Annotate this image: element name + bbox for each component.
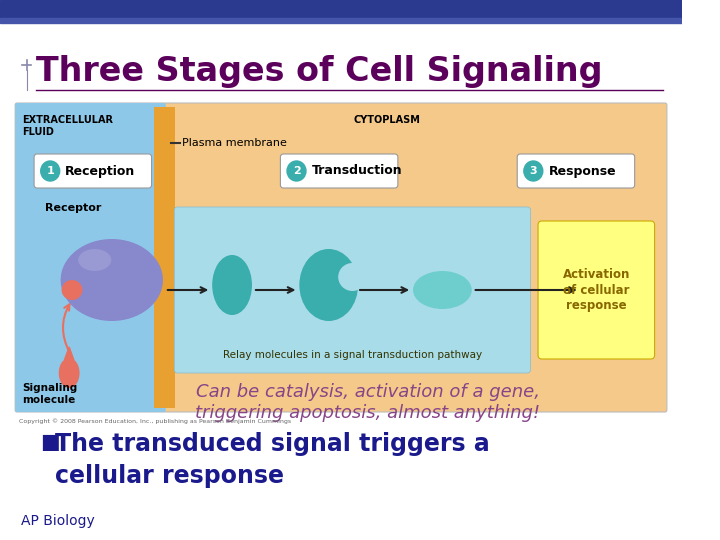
Text: Transduction: Transduction: [312, 165, 402, 178]
Text: AP Biology: AP Biology: [21, 514, 94, 528]
Text: Reception: Reception: [66, 165, 135, 178]
Text: Relay molecules in a signal transduction pathway: Relay molecules in a signal transduction…: [222, 350, 482, 360]
Text: The transduced signal triggers a
cellular response: The transduced signal triggers a cellula…: [55, 432, 490, 488]
Bar: [154, 107, 175, 408]
FancyBboxPatch shape: [34, 154, 152, 188]
FancyBboxPatch shape: [517, 154, 635, 188]
Text: 3: 3: [529, 166, 537, 176]
FancyBboxPatch shape: [280, 154, 398, 188]
Text: ■: ■: [40, 432, 60, 452]
Circle shape: [287, 161, 306, 181]
Ellipse shape: [413, 271, 472, 309]
FancyBboxPatch shape: [538, 221, 654, 359]
FancyBboxPatch shape: [174, 207, 531, 373]
Polygon shape: [64, 347, 74, 360]
Ellipse shape: [78, 249, 112, 271]
Text: Response: Response: [549, 165, 616, 178]
Text: 2: 2: [292, 166, 300, 176]
Ellipse shape: [62, 280, 82, 300]
Ellipse shape: [60, 239, 163, 321]
Text: 1: 1: [46, 166, 54, 176]
Text: Copyright © 2008 Pearson Education, Inc., publishing as Pearson Benjamin Cumming: Copyright © 2008 Pearson Education, Inc.…: [19, 418, 291, 424]
Text: Activation
of cellular
response: Activation of cellular response: [562, 268, 630, 312]
Text: Signaling
molecule: Signaling molecule: [22, 383, 77, 404]
Text: EXTRACELLULAR
FLUID: EXTRACELLULAR FLUID: [22, 115, 113, 137]
Circle shape: [524, 161, 543, 181]
Ellipse shape: [59, 358, 80, 388]
FancyBboxPatch shape: [15, 103, 667, 412]
Circle shape: [41, 161, 60, 181]
Text: Three Stages of Cell Signaling: Three Stages of Cell Signaling: [36, 55, 603, 88]
FancyBboxPatch shape: [15, 103, 166, 412]
Ellipse shape: [300, 249, 358, 321]
Text: Can be catalysis, activation of a gene,
triggering apoptosis, almost anything!: Can be catalysis, activation of a gene, …: [195, 383, 540, 422]
Ellipse shape: [212, 255, 252, 315]
Text: CYTOPLASM: CYTOPLASM: [354, 115, 420, 125]
Bar: [0, 18, 682, 23]
Text: Receptor: Receptor: [45, 203, 102, 213]
Text: Plasma membrane: Plasma membrane: [182, 138, 287, 148]
Ellipse shape: [338, 263, 366, 291]
Bar: [0, 0, 682, 18]
